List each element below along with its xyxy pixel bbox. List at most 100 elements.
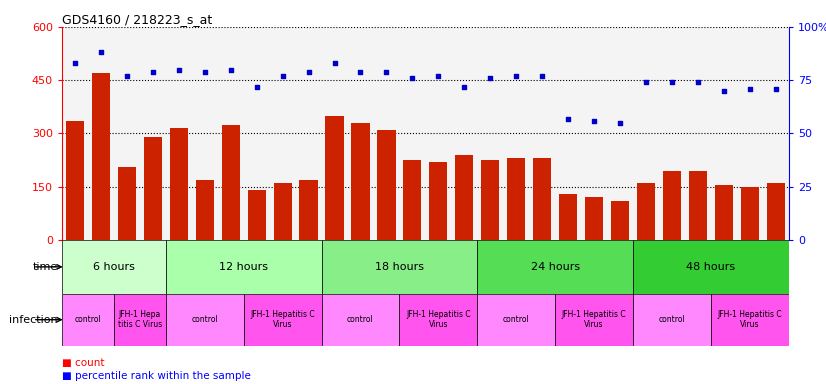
Bar [140, 27, 166, 240]
Bar [373, 27, 400, 240]
Text: control: control [658, 315, 686, 324]
Bar [300, 180, 318, 240]
Text: JFH-1 Hepatitis C
Virus: JFH-1 Hepatitis C Virus [562, 310, 626, 329]
Bar [348, 27, 373, 240]
Bar [430, 162, 448, 240]
Bar [611, 201, 629, 240]
Point [562, 116, 575, 122]
Bar [685, 27, 711, 240]
Bar [477, 27, 503, 240]
Text: control: control [347, 315, 374, 324]
Text: time: time [32, 262, 58, 272]
Bar [62, 240, 166, 294]
Bar [166, 27, 192, 240]
Bar [400, 27, 425, 240]
Point [121, 73, 134, 79]
Text: 12 hours: 12 hours [219, 262, 268, 272]
Bar [321, 27, 348, 240]
Point [639, 79, 653, 85]
Text: control: control [192, 315, 218, 324]
Bar [425, 27, 451, 240]
Bar [400, 294, 477, 346]
Bar [269, 27, 296, 240]
Bar [529, 27, 555, 240]
Point [432, 73, 445, 79]
Point [224, 66, 237, 73]
Bar [659, 27, 685, 240]
Bar [633, 294, 711, 346]
Bar [633, 240, 789, 294]
Point [484, 75, 497, 81]
Bar [244, 27, 269, 240]
Bar [763, 27, 789, 240]
Text: JFH-1 Hepa
titis C Virus: JFH-1 Hepa titis C Virus [117, 310, 162, 329]
Bar [196, 180, 214, 240]
Bar [711, 294, 789, 346]
Bar [477, 240, 633, 294]
Bar [714, 185, 733, 240]
Bar [555, 27, 582, 240]
Bar [403, 160, 421, 240]
Bar [637, 183, 655, 240]
Point [172, 66, 185, 73]
Bar [455, 155, 473, 240]
Point [146, 69, 159, 75]
Bar [166, 240, 321, 294]
Point [587, 118, 601, 124]
Bar [689, 171, 707, 240]
Point [743, 86, 757, 92]
Bar [633, 27, 659, 240]
Point [614, 120, 627, 126]
Bar [607, 27, 633, 240]
Bar [533, 158, 551, 240]
Point [354, 69, 367, 75]
Point [458, 83, 471, 89]
Point [691, 79, 705, 85]
Bar [192, 27, 218, 240]
Bar [503, 27, 529, 240]
Bar [477, 294, 555, 346]
Text: control: control [503, 315, 529, 324]
Text: 6 hours: 6 hours [93, 262, 135, 272]
Point [276, 73, 289, 79]
Bar [555, 294, 633, 346]
Bar [321, 294, 400, 346]
Bar [88, 27, 114, 240]
Bar [114, 294, 166, 346]
Point [666, 79, 679, 85]
Bar [377, 130, 396, 240]
Bar [244, 294, 321, 346]
Bar [66, 121, 84, 240]
Bar [507, 158, 525, 240]
Point [302, 69, 316, 75]
Point [69, 60, 82, 66]
Bar [767, 183, 785, 240]
Point [769, 86, 782, 92]
Point [94, 50, 107, 56]
Text: infection: infection [9, 314, 58, 325]
Point [535, 73, 548, 79]
Text: JFH-1 Hepatitis C
Virus: JFH-1 Hepatitis C Virus [718, 310, 782, 329]
Bar [585, 197, 603, 240]
Bar [711, 27, 737, 240]
Bar [321, 240, 477, 294]
Bar [296, 27, 321, 240]
Bar [663, 171, 681, 240]
Bar [92, 73, 110, 240]
Bar [482, 160, 500, 240]
Text: JFH-1 Hepatitis C
Virus: JFH-1 Hepatitis C Virus [250, 310, 315, 329]
Bar [144, 137, 162, 240]
Bar [737, 27, 763, 240]
Point [717, 88, 730, 94]
Bar [248, 190, 266, 240]
Bar [62, 27, 88, 240]
Bar [325, 116, 344, 240]
Point [250, 83, 263, 89]
Text: GDS4160 / 218223_s_at: GDS4160 / 218223_s_at [62, 13, 212, 26]
Text: JFH-1 Hepatitis C
Virus: JFH-1 Hepatitis C Virus [406, 310, 471, 329]
Text: 18 hours: 18 hours [375, 262, 424, 272]
Bar [218, 27, 244, 240]
Bar [62, 294, 114, 346]
Point [406, 75, 419, 81]
Bar [221, 124, 240, 240]
